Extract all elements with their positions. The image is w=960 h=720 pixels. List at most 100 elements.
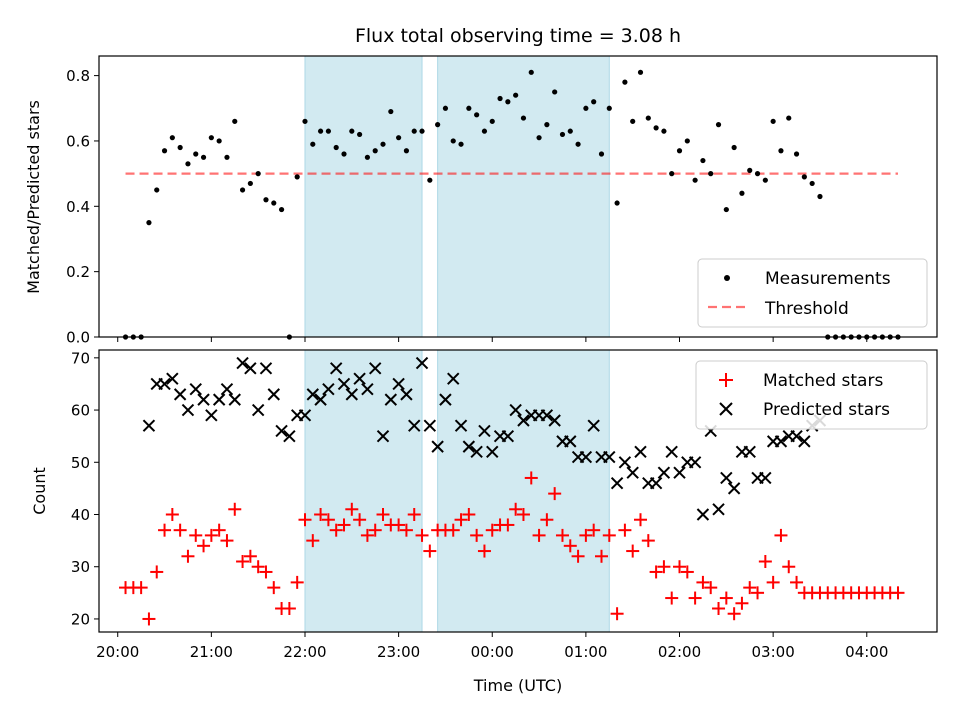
matched-point: [563, 539, 577, 553]
bottom-legend-box: [695, 360, 928, 430]
y-tick-label: 30: [71, 558, 90, 576]
measurement-point: [497, 95, 503, 102]
matched-point: [891, 586, 905, 600]
measurement-point: [505, 99, 511, 105]
predicted-point: [322, 382, 335, 396]
matched-point: [688, 591, 702, 605]
measurement-point: [715, 122, 722, 128]
predicted-point: [376, 429, 390, 443]
measurement-point: [520, 115, 527, 121]
predicted-point: [618, 456, 632, 469]
shaded-interval-1: [437, 55, 610, 338]
measurement-point: [661, 128, 667, 134]
measurement-point: [263, 197, 269, 203]
legend-predicted-label: Predicted stars: [763, 400, 890, 420]
predicted-point: [688, 456, 702, 469]
measurement-point: [528, 69, 534, 75]
top-x-ticks: [117, 337, 868, 342]
matched-point: [626, 544, 640, 558]
top-legend-box: [697, 258, 928, 328]
predicted-point: [564, 435, 577, 448]
matched-point: [751, 586, 765, 600]
matched-point: [220, 534, 234, 548]
y-tick-label: 20: [71, 610, 90, 628]
predicted-point: [236, 356, 249, 370]
legend-threshold-label: Threshold: [764, 299, 849, 319]
predicted-point: [205, 409, 218, 422]
measurement-point: [739, 190, 745, 196]
predicted-point: [439, 393, 452, 406]
measurement-point: [786, 115, 792, 121]
matched-point: [321, 513, 335, 527]
bottom-axes-frame: [98, 349, 938, 633]
matched-point: [306, 534, 320, 548]
measurement-point: [692, 177, 698, 183]
x-tick-label: 03:00: [752, 643, 795, 661]
y-tick-label: 0.4: [66, 198, 90, 216]
matched-point: [158, 523, 172, 537]
matched-point: [197, 539, 211, 553]
predicted-point: [298, 409, 312, 422]
predicted-point: [228, 393, 241, 406]
matched-point: [399, 523, 413, 537]
predicted-point: [259, 362, 273, 375]
matched-point: [173, 523, 187, 537]
legend-matched-marker: [719, 373, 733, 387]
matched-point: [181, 549, 195, 563]
predicted-point: [759, 471, 772, 485]
matched-point: [150, 565, 164, 579]
measurement-point: [310, 141, 316, 147]
predicted-point: [275, 424, 288, 438]
matched-point: [665, 591, 679, 605]
predicted-point: [462, 440, 476, 453]
predicted-point: [345, 388, 359, 401]
measurement-point: [154, 187, 160, 193]
measurement-point: [809, 180, 815, 187]
measurement-point: [177, 144, 183, 151]
matched-point: [345, 502, 359, 516]
predicted-point: [267, 388, 280, 401]
matched-point: [290, 575, 304, 589]
predicted-point: [400, 388, 413, 401]
predicted-point: [626, 466, 639, 479]
measurement-point: [224, 154, 230, 160]
bottom-x-ticks: 20:00 21:00 22:00 23:00 00:00 01:00 02:00 03:00…: [96, 632, 888, 661]
predicted-point: [337, 377, 351, 391]
measurement-point: [474, 112, 480, 118]
measurement-point: [762, 177, 768, 183]
shaded-interval-1: [437, 349, 610, 633]
predicted-point: [314, 393, 327, 406]
measurement-point: [325, 128, 331, 134]
matched-point: [454, 513, 468, 527]
x-tick-label: 04:00: [845, 643, 888, 661]
measurement-point: [614, 200, 620, 206]
matched-point: [618, 523, 632, 537]
measurement-point: [778, 148, 784, 154]
measurement-point: [591, 99, 597, 105]
predicted-point: [478, 424, 491, 438]
measurement-point: [146, 220, 152, 226]
measurement-point: [419, 128, 425, 134]
predicted-point: [665, 445, 678, 459]
matched-point: [774, 528, 788, 542]
measurement-point: [466, 105, 472, 111]
top-panel: 0.00.20.40.60.8 Matched/Predicted stars …: [24, 55, 938, 347]
measurement-point: [278, 206, 285, 213]
predicted-point: [634, 445, 647, 459]
predicted-point: [173, 388, 187, 401]
matched-point: [735, 596, 749, 610]
matched-point: [657, 560, 671, 574]
predicted-point: [353, 372, 366, 385]
matched-point: [524, 471, 538, 485]
x-tick-label: 02:00: [658, 643, 701, 661]
matched-point: [360, 528, 374, 542]
predicted-point: [251, 403, 265, 417]
measurement-point: [544, 122, 550, 128]
matched-point: [758, 555, 772, 568]
measurement-point: [333, 144, 339, 151]
matched-point: [790, 575, 804, 589]
measurement-point: [481, 128, 488, 134]
matched-point: [602, 528, 616, 542]
matched-point: [649, 565, 663, 579]
predicted-point: [696, 508, 710, 521]
